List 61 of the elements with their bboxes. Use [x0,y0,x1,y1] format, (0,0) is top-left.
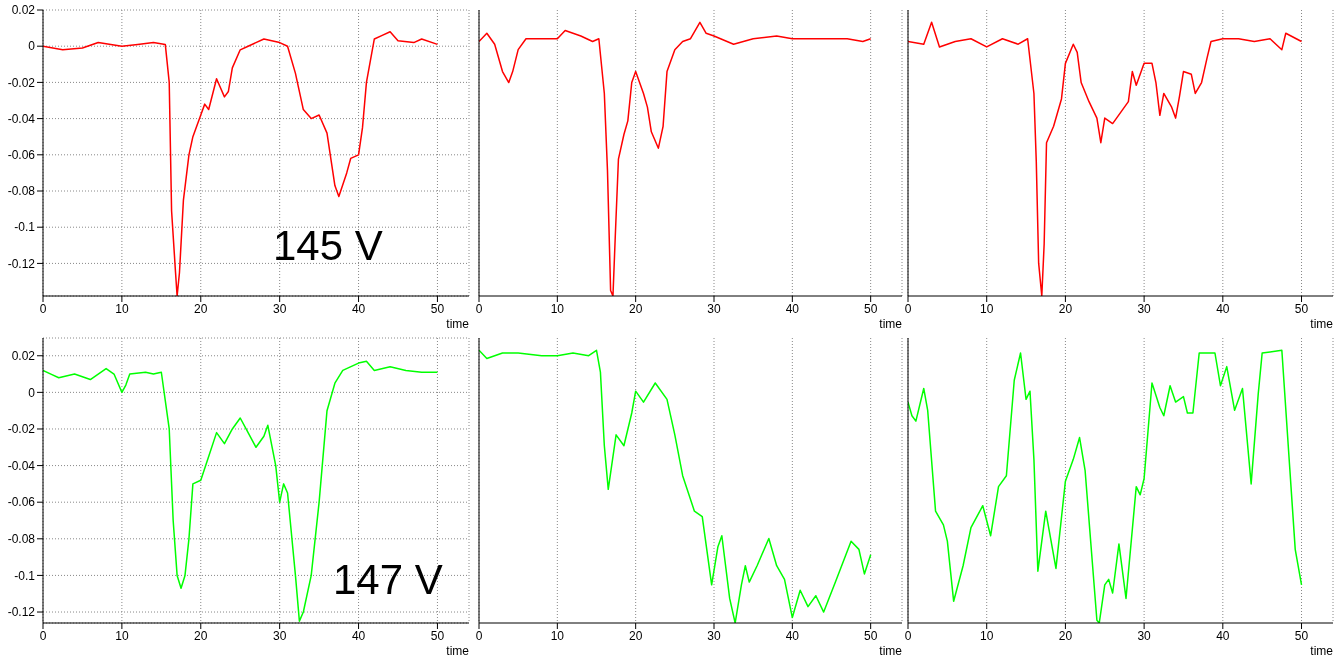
x-tick-label: 20 [1058,628,1073,643]
x-axis-title: time [879,644,903,655]
x-tick-label: 30 [707,301,721,316]
x-axis-title: time [1310,317,1334,331]
y-tick-label: -0.02 [7,75,36,90]
x-tick-label: 50 [1294,301,1309,316]
annotation: 147 V [333,556,443,604]
x-tick-label: 20 [1058,301,1073,316]
y-tick-label: -0.1 [14,568,36,583]
x-tick-label: 50 [863,628,878,643]
x-tick-label: 0 [39,628,47,643]
x-tick-label: 0 [475,628,483,643]
x-tick-label: 30 [1137,628,1152,643]
x-tick-label: 0 [904,628,912,643]
annotation: 145 V [273,222,383,270]
x-tick-label: 20 [628,301,643,316]
x-tick-label: 10 [115,301,129,316]
x-axis-title: time [879,317,903,331]
y-tick-label: -0.1 [14,220,36,235]
x-tick-label: 20 [194,628,208,643]
x-tick-label: 40 [1216,628,1230,643]
y-tick-label: 0.02 [11,349,36,364]
x-tick-label: 50 [863,301,878,316]
x-axis-title: time [446,644,470,655]
x-tick-label: 40 [785,628,800,643]
x-tick-label: 50 [1294,628,1309,643]
y-tick-label: -0.08 [7,184,36,199]
x-tick-label: 30 [1137,301,1152,316]
y-tick-label: -0.06 [7,148,36,163]
x-tick-label: 10 [980,301,994,316]
y-tick-label: -0.12 [7,256,36,271]
y-tick-label: -0.04 [7,111,36,126]
x-tick-label: 10 [980,628,994,643]
x-tick-label: 30 [707,628,721,643]
x-tick-label: 50 [430,628,445,643]
x-tick-label: 10 [115,628,129,643]
y-tick-label: 0 [28,385,36,400]
x-tick-label: 40 [1216,301,1230,316]
y-tick-label: -0.04 [7,458,36,473]
y-tick-label: -0.02 [7,422,36,437]
x-tick-label: 20 [628,628,643,643]
y-tick-label: -0.06 [7,495,36,510]
y-tick-label: -0.12 [7,605,36,620]
x-tick-label: 10 [550,628,565,643]
x-tick-label: 0 [475,301,483,316]
x-tick-label: 40 [351,628,366,643]
y-tick-label: -0.08 [7,532,36,547]
x-tick-label: 0 [904,301,912,316]
line-series [43,30,439,296]
y-tick-label: 0 [28,39,36,54]
x-tick-label: 20 [194,301,208,316]
x-tick-label: 10 [550,301,565,316]
x-tick-label: 40 [351,301,366,316]
x-tick-label: 50 [430,301,445,316]
x-axis-title: time [1310,644,1334,655]
y-tick-label: 0.02 [11,3,36,18]
x-tick-label: 40 [785,301,800,316]
x-tick-label: 0 [39,301,47,316]
x-tick-label: 30 [272,301,287,316]
x-axis-title: time [446,317,470,331]
x-tick-label: 30 [272,628,287,643]
